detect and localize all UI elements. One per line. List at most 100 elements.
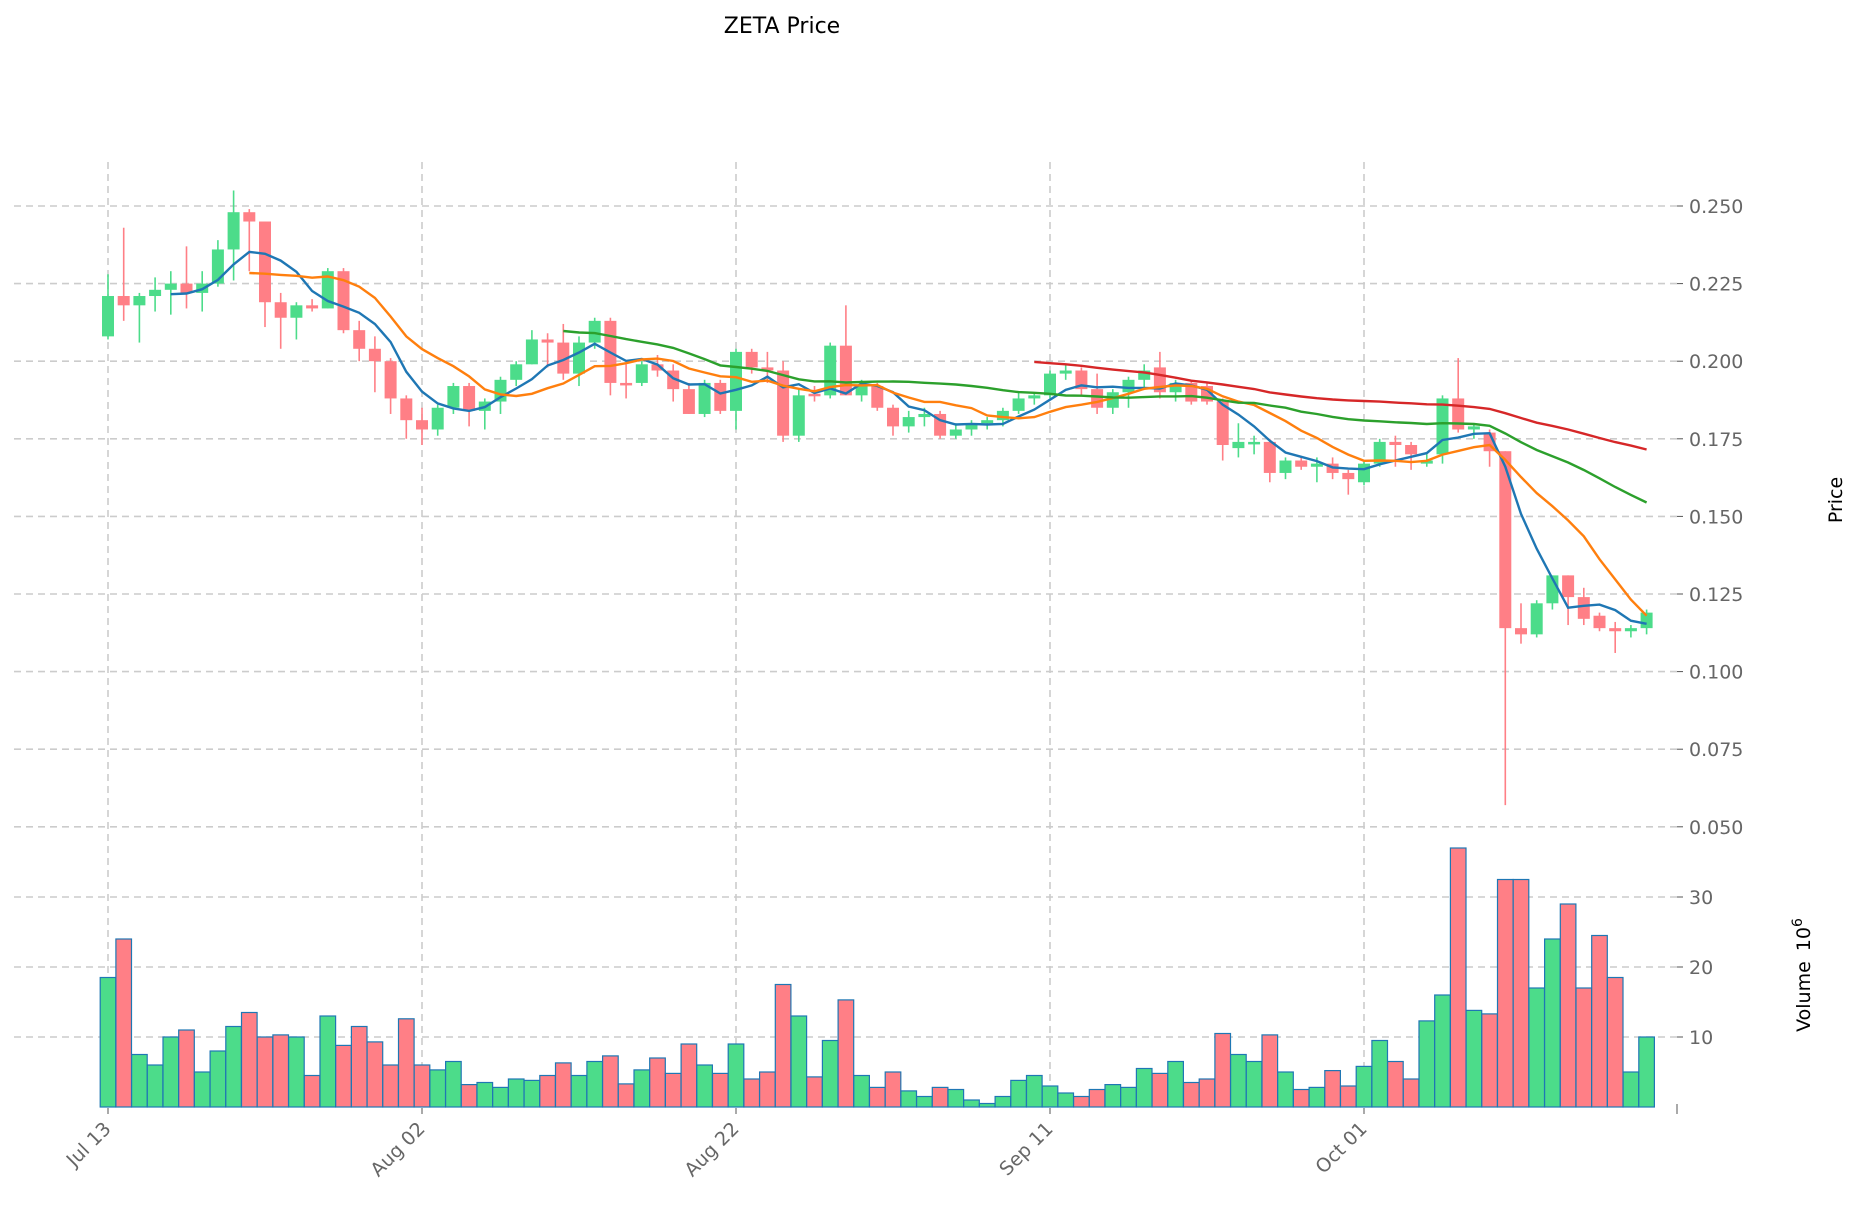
volume-bar (1057, 1092, 1075, 1108)
volume-bar (978, 1102, 996, 1108)
candle-body (777, 370, 790, 436)
volume-bar (1339, 1085, 1357, 1108)
volume-bar (492, 1086, 509, 1108)
candle-body (1436, 398, 1449, 455)
price-tick-label: 0.250 (1689, 196, 1743, 218)
volume-bar (1434, 994, 1451, 1108)
candle-body (651, 364, 664, 371)
volume-bar (758, 1071, 776, 1108)
volume-bar (350, 1025, 368, 1108)
volume-bar (1606, 976, 1624, 1108)
volume-bar (288, 1036, 305, 1108)
volume-bar (1528, 987, 1546, 1108)
volume-bar (790, 1015, 808, 1108)
volume-bar (554, 1062, 572, 1108)
volume-bar (1575, 987, 1593, 1108)
volume-bar (193, 1071, 211, 1108)
candle-body (384, 361, 397, 399)
volume-bar (366, 1041, 384, 1108)
candle-body (1593, 615, 1606, 629)
volume-bar (1355, 1065, 1373, 1108)
candle-body (463, 386, 476, 411)
candle-body (1389, 441, 1402, 446)
volume-bar (445, 1060, 462, 1108)
candle-body (1248, 441, 1261, 445)
candle-body (745, 351, 758, 368)
volume-bar (1198, 1078, 1216, 1108)
volume-bar (1104, 1083, 1122, 1108)
candle-body (1515, 628, 1527, 635)
price-tick-label: 0.150 (1689, 506, 1743, 528)
candle-body (227, 212, 240, 250)
candle-body (164, 283, 177, 290)
volume-bar (915, 1095, 933, 1108)
moving-averages (170, 250, 1648, 625)
candle-body (1530, 603, 1543, 635)
volume-tick-label: 20 (1689, 957, 1713, 979)
volume-bar (1418, 1020, 1436, 1108)
candle-body (839, 345, 852, 396)
candle-body (541, 339, 554, 343)
volume-bar (413, 1064, 431, 1108)
volume-bar (303, 1074, 321, 1108)
candles (102, 190, 1653, 806)
volume-bar (1324, 1069, 1342, 1108)
price-tick-label: 0.075 (1689, 739, 1743, 761)
candle-body (431, 407, 444, 430)
candle-body (965, 423, 978, 430)
volume-bar (900, 1090, 918, 1108)
candle-body (620, 382, 633, 386)
candle-body (698, 382, 711, 414)
candle-body (1059, 370, 1072, 374)
volume-label-text: Volume (1793, 961, 1815, 1032)
volume-bar (460, 1083, 478, 1108)
candle-body (1169, 382, 1182, 393)
volume-bar (868, 1086, 886, 1108)
volume-bar (837, 999, 855, 1108)
candle-body (306, 305, 319, 309)
candle-body (887, 407, 899, 427)
candle-body (274, 302, 287, 318)
candle-body (1138, 370, 1151, 380)
volume-bar (586, 1060, 604, 1108)
volume-bar (1120, 1086, 1137, 1108)
volume-bar (680, 1043, 698, 1108)
volume-bar (884, 1071, 902, 1108)
volume-bar (131, 1053, 148, 1108)
volume-bar (1214, 1032, 1232, 1108)
volume-bar (633, 1069, 651, 1108)
volume-bar (115, 938, 133, 1108)
volume-bar (931, 1086, 949, 1108)
price-tick-label: 0.200 (1689, 351, 1743, 373)
candle-body (416, 420, 428, 430)
volume-bar (1151, 1072, 1169, 1108)
candle-body (1012, 398, 1025, 411)
candle-body (447, 386, 460, 408)
candle-body (1420, 460, 1433, 464)
volume-bar (664, 1072, 682, 1108)
volume-bar (240, 1011, 258, 1108)
candle-body (730, 351, 742, 411)
volume-bar (178, 1029, 195, 1108)
volume-bar (649, 1057, 666, 1108)
candle-body (400, 398, 413, 421)
candle-body (1624, 628, 1637, 632)
volume-bar (272, 1034, 290, 1108)
volume-bar (1449, 847, 1467, 1108)
price-tick-label: 0.050 (1689, 817, 1743, 839)
volume-bar (146, 1064, 164, 1108)
volume-bar (1010, 1079, 1027, 1108)
candle-body (682, 389, 695, 414)
candle-body (808, 393, 821, 397)
volume-bar (963, 1099, 980, 1108)
volume-bar (806, 1076, 823, 1108)
candle-body (1499, 451, 1512, 629)
candle-body (1122, 379, 1135, 393)
price-tick-label: 0.175 (1689, 429, 1743, 451)
candle-body (573, 342, 585, 374)
candle-body (510, 364, 523, 380)
volume-bar (225, 1025, 243, 1108)
candle-body (1342, 472, 1355, 480)
volume-tick-label: 30 (1689, 887, 1713, 909)
